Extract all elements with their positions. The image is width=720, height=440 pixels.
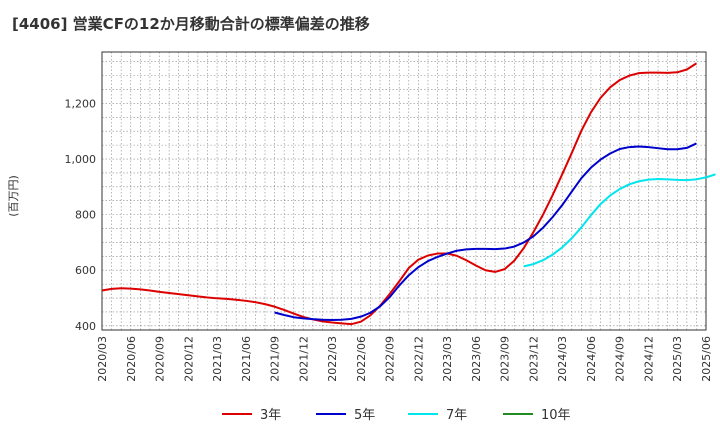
- x-tick-label: 2021/09: [269, 336, 282, 382]
- x-tick-label: 2023/12: [527, 336, 540, 382]
- y-axis-label: (百万円): [7, 175, 20, 217]
- series-lines: [101, 62, 716, 326]
- series-line: [101, 62, 697, 326]
- x-tick-label: 2022/12: [412, 336, 425, 382]
- plot-frame: [101, 51, 707, 331]
- legend-label: 5年: [354, 408, 375, 423]
- x-tick-label: 2022/03: [326, 336, 339, 382]
- x-tick-label: 2020/12: [182, 336, 195, 382]
- x-tick-label: 2020/03: [96, 336, 109, 382]
- x-tick-label: 2020/09: [154, 336, 167, 382]
- x-tick-label: 2025/06: [700, 336, 713, 382]
- y-tick-label: 600: [75, 264, 96, 277]
- y-tick-label: 1,000: [65, 153, 97, 166]
- x-tick-label: 2024/12: [642, 336, 655, 382]
- series-line: [274, 142, 697, 321]
- x-tick-label: 2024/06: [585, 336, 598, 382]
- legend-label: 10年: [541, 408, 571, 423]
- grid: [102, 52, 706, 330]
- x-tick-label: 2020/06: [125, 336, 138, 382]
- x-tick-label: 2022/09: [384, 336, 397, 382]
- x-tick-label: 2024/09: [614, 336, 627, 382]
- y-tick-label: 400: [75, 320, 96, 333]
- y-axis: 400 600 800 1,000 1,200: [65, 97, 97, 332]
- x-tick-label: 2022/06: [355, 336, 368, 382]
- chart-title: [4406] 営業CFの12か月移動合計の標準偏差の推移: [12, 15, 370, 33]
- x-tick-label: 2021/12: [297, 336, 310, 382]
- x-tick-label: 2023/09: [499, 336, 512, 382]
- legend: 3年 5年 7年 10年: [222, 408, 571, 423]
- x-axis: 2020/03 2020/06 2020/09 2020/12 2021/03 2021/…: [96, 336, 713, 382]
- x-tick-label: 2023/06: [470, 336, 483, 382]
- y-tick-label: 800: [75, 209, 96, 222]
- y-tick-label: 1,200: [65, 97, 97, 110]
- x-tick-label: 2024/03: [556, 336, 569, 382]
- x-tick-label: 2025/03: [671, 336, 684, 382]
- legend-label: 3年: [260, 408, 281, 423]
- x-tick-label: 2021/06: [240, 336, 253, 382]
- series-line: [523, 173, 716, 268]
- x-tick-label: 2023/03: [441, 336, 454, 382]
- legend-label: 7年: [446, 408, 467, 423]
- x-tick-label: 2021/03: [211, 336, 224, 382]
